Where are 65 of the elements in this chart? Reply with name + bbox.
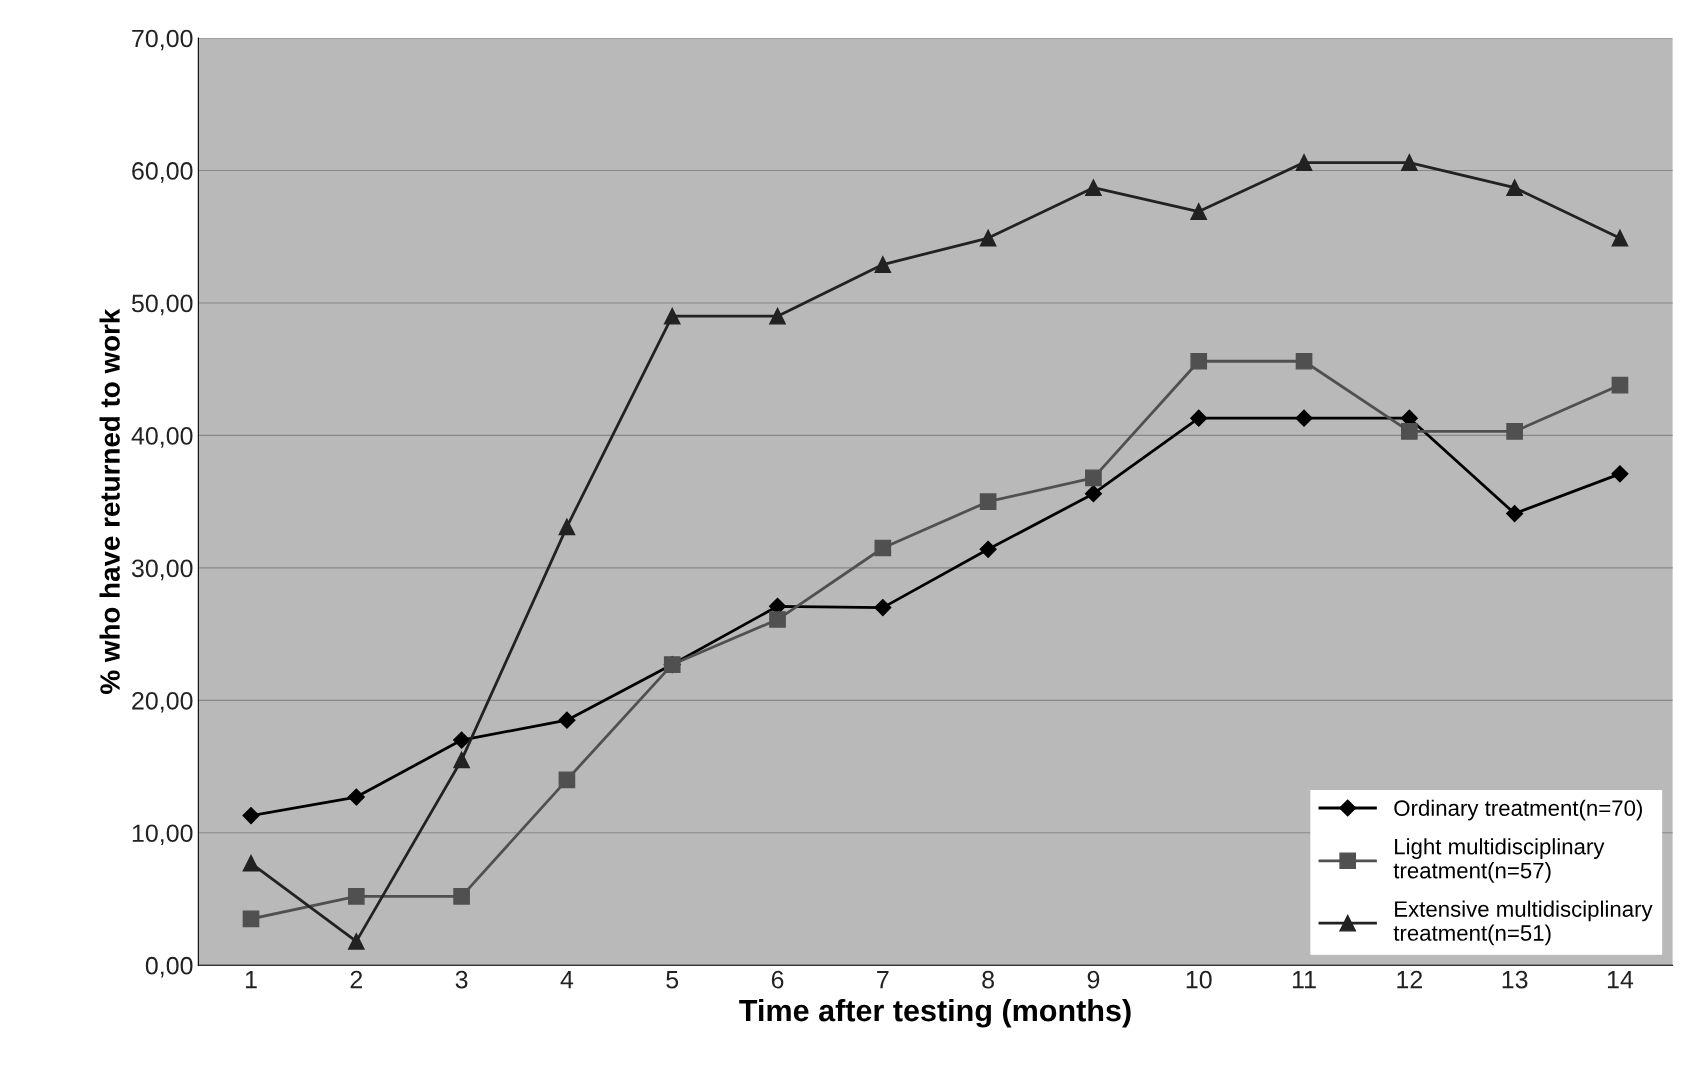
point — [1400, 423, 1418, 440]
x-tick-label: 9 — [1087, 970, 1100, 989]
x-tick-label: 12 — [1397, 970, 1422, 989]
point — [347, 788, 365, 806]
x-tick-label: 1 — [245, 971, 257, 989]
point — [1295, 409, 1313, 427]
x-tick-label: 10 — [1186, 970, 1212, 989]
point — [979, 493, 997, 510]
point — [874, 539, 892, 557]
point — [1295, 154, 1313, 171]
point — [663, 307, 681, 325]
y-tick-label: 0,00 — [145, 956, 193, 978]
legend-label: Extensive multidisciplinary treatment(n=51) — [1393, 900, 1653, 946]
point — [1611, 465, 1629, 483]
point — [979, 229, 997, 247]
x-axis-title: Time after testing (months) — [739, 998, 1131, 1028]
y-tick-label: 30,00 — [131, 559, 193, 581]
point — [347, 933, 365, 950]
x-tick-label: 11 — [1292, 971, 1316, 989]
legend-label: Ordinary treatment(n=70) — [1394, 799, 1642, 821]
point — [769, 611, 786, 628]
y-tick-label: 70,00 — [132, 29, 193, 51]
point — [1506, 423, 1523, 440]
point — [1085, 179, 1102, 197]
point — [558, 711, 576, 729]
point — [1190, 352, 1208, 370]
legend-label: Light multidisciplinary treatment(n=57) — [1393, 838, 1605, 883]
x-tick-label: 5 — [666, 971, 679, 989]
point — [1190, 409, 1208, 427]
point — [1295, 352, 1313, 370]
point — [874, 256, 892, 273]
point — [242, 807, 260, 825]
point — [769, 307, 786, 325]
y-tick-label: 20,00 — [132, 691, 193, 713]
point — [1084, 485, 1102, 503]
y-tick-label: 40,00 — [131, 427, 193, 448]
point — [1506, 505, 1524, 523]
point — [558, 518, 576, 536]
x-tick-label: 4 — [560, 971, 574, 989]
x-tick-label: 14 — [1607, 971, 1634, 989]
x-tick-label: 3 — [455, 970, 468, 989]
x-tick-label: 6 — [771, 970, 784, 989]
x-tick-label: 8 — [982, 970, 994, 989]
point — [874, 599, 892, 617]
y-axis-title: % who have returned to work — [99, 308, 120, 694]
point — [1400, 154, 1418, 171]
point — [558, 771, 576, 789]
x-tick-label: 13 — [1502, 970, 1528, 989]
point — [979, 540, 997, 558]
y-tick-label: 60,00 — [132, 162, 193, 183]
point — [453, 888, 470, 905]
x-tick-label: 2 — [350, 970, 363, 989]
y-tick-label: 10,00 — [132, 824, 193, 846]
point — [453, 731, 471, 749]
y-tick-label: 50,00 — [131, 294, 193, 316]
point — [347, 888, 365, 905]
point — [242, 910, 260, 928]
point — [1611, 376, 1629, 394]
point — [453, 751, 470, 769]
point — [1506, 179, 1523, 197]
point — [242, 854, 260, 872]
point — [1611, 229, 1629, 247]
point — [1190, 203, 1208, 220]
x-tick-label: 7 — [877, 971, 889, 989]
point — [1085, 469, 1102, 487]
